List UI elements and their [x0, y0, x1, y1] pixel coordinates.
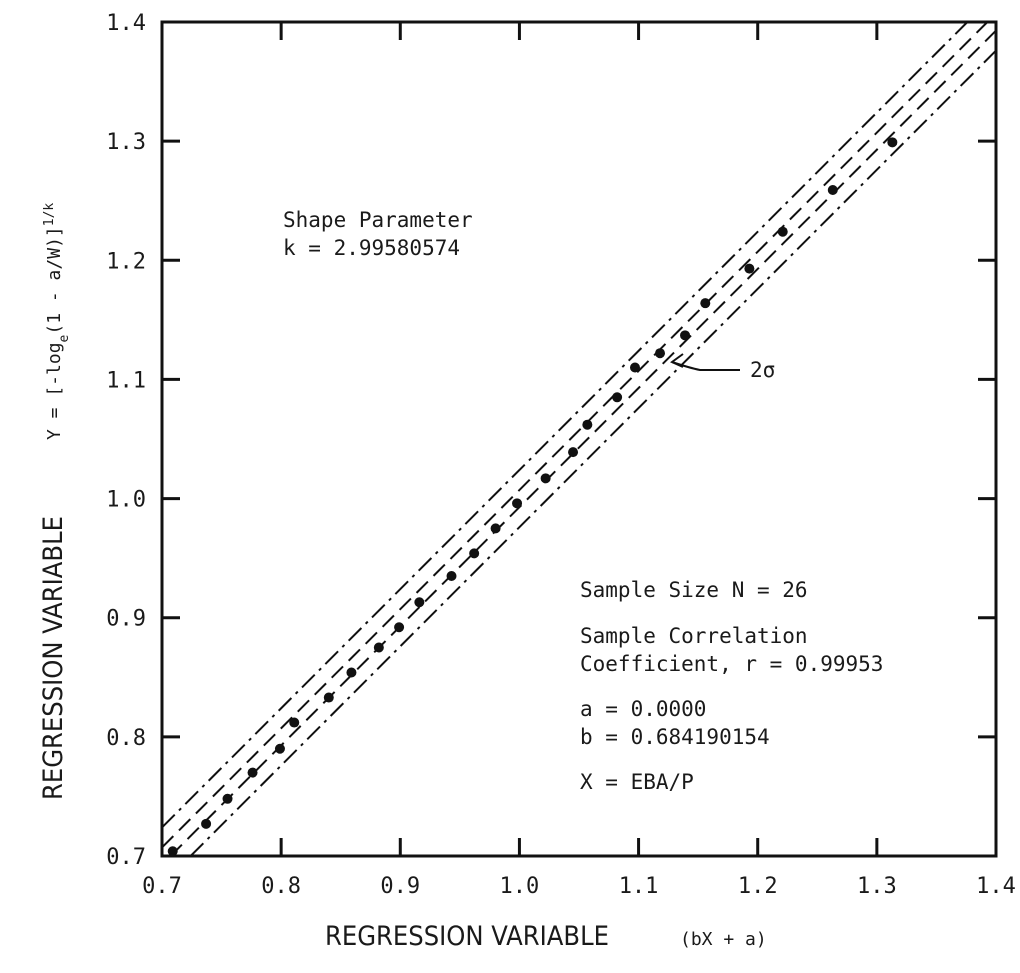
y-tick-label: 1.4 — [106, 11, 146, 36]
x-tick-labels: 0.7 0.8 0.9 1.0 1.1 1.2 1.3 1.4 — [142, 874, 1016, 899]
data-point — [582, 419, 593, 430]
upper-band-line — [161, 21, 989, 849]
upper-2sigma-line — [161, 21, 969, 829]
data-point — [247, 767, 258, 778]
data-point — [373, 642, 384, 653]
data-point — [744, 263, 755, 274]
sigma-annotation: 2σ — [670, 353, 775, 382]
data-point — [777, 226, 788, 237]
plot-frame — [160, 20, 998, 858]
y-axis-expression: Y = [-loge(1 - a/W)]1/k — [42, 203, 72, 440]
y-tick-labels: 0.7 0.8 0.9 1.0 1.1 1.2 1.3 1.4 — [106, 11, 146, 870]
x-tick-label: 0.7 — [142, 874, 182, 899]
data-point — [540, 473, 551, 484]
correlation-label-line1: Sample Correlation — [580, 624, 808, 648]
y-tick-label: 1.3 — [106, 130, 146, 155]
fit-and-band-lines — [161, 21, 997, 857]
data-point — [167, 846, 178, 857]
axis-ticks — [162, 22, 996, 856]
y-tick-label: 1.0 — [106, 488, 146, 513]
data-point — [629, 362, 640, 373]
x-tick-label: 1.1 — [619, 874, 659, 899]
x-axis-label-suffix: (bX + a) — [680, 929, 767, 950]
data-point — [700, 298, 711, 309]
x-tick-label: 1.4 — [976, 874, 1016, 899]
data-point — [222, 793, 233, 804]
data-point — [568, 447, 579, 458]
data-point — [512, 498, 523, 509]
y-axis-label: REGRESSION VARIABLE — [38, 516, 69, 800]
lower-2sigma-line — [189, 49, 997, 857]
data-point — [346, 667, 357, 678]
x-axis-title: REGRESSION VARIABLE (bX + a) — [325, 921, 767, 952]
sigma-arrow-tick — [670, 353, 684, 368]
correlation-label-line2: Coefficient, r = 0.99953 — [580, 652, 883, 676]
shape-parameter-value: k = 2.99580574 — [283, 236, 460, 260]
data-point — [887, 137, 898, 148]
b-value-label: b = 0.684190154 — [580, 725, 770, 749]
x-tick-label: 1.2 — [738, 874, 778, 899]
data-point — [655, 348, 666, 359]
y-tick-label: 0.8 — [106, 726, 146, 751]
data-point — [323, 692, 334, 703]
data-point — [469, 548, 480, 559]
shape-parameter-title: Shape Parameter — [283, 208, 473, 232]
data-point — [394, 622, 405, 633]
data-point — [680, 330, 691, 341]
sigma-label: 2σ — [750, 358, 775, 382]
y-axis-title: REGRESSION VARIABLE Y = [-loge(1 - a/W)]… — [38, 203, 72, 800]
data-point — [446, 571, 457, 582]
x-tick-label: 0.9 — [380, 874, 420, 899]
y-tick-label: 0.9 — [106, 607, 146, 632]
data-point — [201, 818, 212, 829]
data-point — [827, 184, 838, 195]
y-tick-label: 1.2 — [106, 249, 146, 274]
lower-band-line — [169, 29, 997, 857]
data-point — [612, 392, 623, 403]
x-definition-label: X = EBA/P — [580, 770, 694, 794]
y-tick-label: 1.1 — [106, 368, 146, 393]
x-tick-label: 1.0 — [500, 874, 540, 899]
y-tick-label: 0.7 — [106, 845, 146, 870]
sample-size-label: Sample Size N = 26 — [580, 578, 808, 602]
data-point — [490, 523, 501, 534]
data-points — [167, 137, 898, 857]
a-value-label: a = 0.0000 — [580, 697, 706, 721]
x-tick-label: 1.3 — [857, 874, 897, 899]
x-tick-label: 0.8 — [261, 874, 301, 899]
data-point — [289, 717, 300, 728]
data-point — [414, 597, 425, 608]
data-point — [274, 743, 285, 754]
x-axis-label: REGRESSION VARIABLE — [325, 921, 609, 952]
